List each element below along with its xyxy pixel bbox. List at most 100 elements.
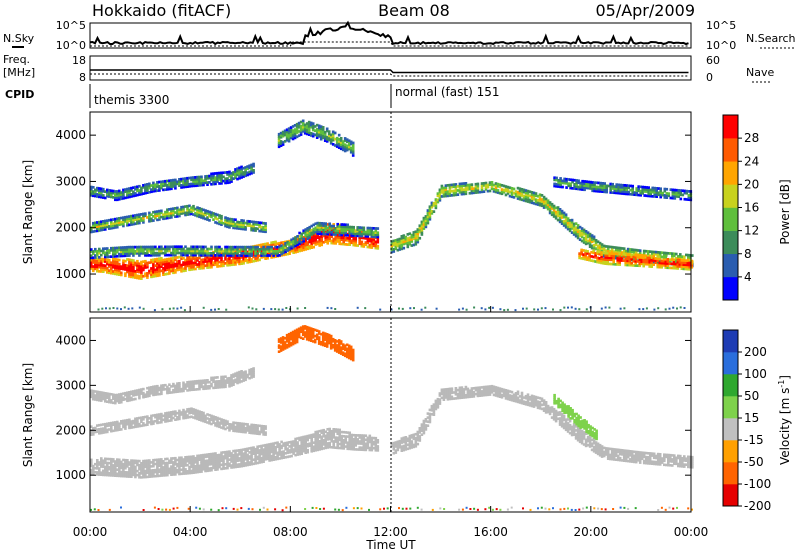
power-cell <box>334 132 337 135</box>
power-near-range-cell <box>653 309 655 311</box>
power-cell <box>252 169 255 172</box>
cpid-segment-1: themis 3300 <box>94 93 169 107</box>
power-near-range-cell <box>533 308 535 310</box>
power-cell <box>252 163 255 166</box>
nsearch-label: N.Search <box>746 32 796 45</box>
power-near-range-cell <box>398 308 400 310</box>
power-near-range-cell <box>214 309 216 311</box>
power-cell <box>210 246 213 249</box>
power-cell <box>483 190 486 193</box>
power-near-range-cell <box>101 308 103 310</box>
beam-title: Beam 08 <box>378 1 450 20</box>
power-cell <box>403 247 406 250</box>
power-near-range-cell <box>620 308 622 310</box>
freq-tick-top: 18 <box>72 54 86 67</box>
power-near-range-cell <box>116 308 118 310</box>
power-near-range-cell <box>473 307 475 309</box>
power-cell <box>220 215 223 218</box>
freq-label-1: Freq. <box>3 53 30 66</box>
power-near-range-cell <box>409 307 411 309</box>
power-near-range-cell <box>462 308 464 310</box>
nave-tick-top: 60 <box>706 54 720 67</box>
power-near-range-cell <box>567 307 569 309</box>
power-near-range-cell <box>139 307 141 309</box>
power-near-range-cell <box>364 307 366 309</box>
power-cell <box>92 186 95 189</box>
velocity-cell <box>296 441 299 444</box>
power-near-range-cell <box>176 308 178 310</box>
power-cell <box>270 246 273 249</box>
y-tick-label: 1000 <box>55 267 86 281</box>
freq-tick-bottom: 8 <box>79 71 86 84</box>
power-cell <box>631 185 634 188</box>
power-cell <box>326 128 329 131</box>
power-cell <box>102 194 105 197</box>
power-cell <box>296 235 299 238</box>
power-near-range-cell <box>488 307 490 309</box>
power-near-range-cell <box>608 307 610 309</box>
power-cell <box>328 130 331 133</box>
date-title: 05/Apr/2009 <box>595 1 695 20</box>
power-cell <box>586 250 589 253</box>
power-near-range-cell <box>143 308 145 310</box>
power-cell <box>559 177 562 180</box>
power-cell <box>535 192 538 195</box>
power-near-range-cell <box>499 308 501 310</box>
power-near-range-cell <box>669 308 671 310</box>
power-near-range-cell <box>605 307 607 309</box>
power-near-range-cell <box>646 307 648 309</box>
power-cell <box>680 198 683 201</box>
power-cell <box>593 236 596 239</box>
freq-trace <box>90 70 689 73</box>
power-near-range-cell <box>657 307 659 309</box>
velocity-cell <box>377 445 380 448</box>
power-near-range-cell <box>560 309 562 311</box>
power-cell <box>132 259 135 262</box>
power-near-range-cell <box>210 309 212 311</box>
noise-tick-left-top: 10^5 <box>56 19 86 32</box>
power-near-range-cell <box>601 308 603 310</box>
power-cell <box>419 237 422 240</box>
freq-label-2: [MHz] <box>3 66 35 79</box>
power-near-range-cell <box>526 308 528 310</box>
velocity-heatmap <box>90 325 694 511</box>
power-near-range-cell <box>124 306 126 308</box>
power-near-range-cell <box>252 308 254 310</box>
power-near-range-cell <box>436 308 438 310</box>
nave-label: Nave <box>746 66 774 79</box>
power-near-range-cell <box>109 308 111 310</box>
power-near-range-cell <box>571 306 573 308</box>
power-cell <box>322 126 325 129</box>
power-near-range-cell <box>334 308 336 310</box>
power-cell <box>667 258 670 261</box>
power-cell <box>639 249 642 252</box>
power-near-range-cell <box>676 308 678 310</box>
power-near-range-cell <box>424 307 426 309</box>
power-cell <box>152 219 155 222</box>
power-near-range-cell <box>203 307 205 309</box>
power-cell <box>258 259 261 262</box>
power-cell <box>200 176 203 179</box>
power-near-range-cell <box>537 309 539 311</box>
power-near-range-cell <box>128 308 130 310</box>
power-near-range-cell <box>642 308 644 310</box>
nsky-label: N.Sky <box>3 32 35 45</box>
power-cell <box>675 253 678 256</box>
power-near-range-cell <box>379 309 381 311</box>
cpid-segment-2: normal (fast) 151 <box>395 85 499 99</box>
power-cell <box>555 177 558 180</box>
power-near-range-cell <box>184 309 186 311</box>
power-near-range-cell <box>169 308 171 310</box>
power-near-range-cell <box>545 307 547 309</box>
power-cell <box>477 183 480 186</box>
power-near-range-cell <box>507 309 509 311</box>
power-near-range-cell <box>458 309 460 311</box>
power-cell <box>118 259 121 262</box>
power-cell <box>577 179 580 182</box>
power-near-range-cell <box>225 309 227 311</box>
power-cell <box>136 260 139 263</box>
nave-tick-bottom: 0 <box>706 71 713 84</box>
power-cell <box>659 187 662 190</box>
power-cell <box>108 259 111 262</box>
y-tick-label: 4000 <box>55 128 86 142</box>
